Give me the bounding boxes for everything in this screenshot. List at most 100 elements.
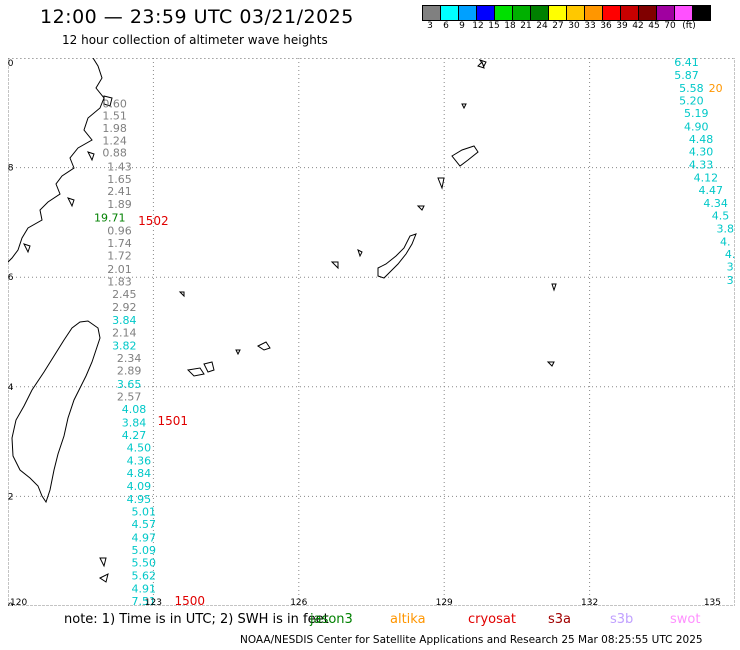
color-legend-labels: 3 6 9 12 15 18 21 24 27 30 33 36 39 42 45 70 (ft)	[422, 21, 700, 31]
miyako-coastline	[257, 341, 271, 351]
wave-height-point: 2.14	[112, 326, 137, 339]
wave-height-point: 5.50	[131, 557, 156, 570]
legend-swatch	[674, 5, 693, 21]
wave-height-point: 0.60	[102, 97, 127, 110]
wave-height-point: 3.8	[717, 222, 735, 235]
legend-swatch	[422, 5, 441, 21]
legend-swatch	[440, 5, 459, 21]
legend-swatch	[584, 5, 603, 21]
buoy-ids: 1502 1501 1500	[138, 214, 205, 606]
wave-height-point: 3	[727, 274, 734, 287]
legend-label: 21	[520, 21, 532, 31]
legend-swatch	[512, 5, 531, 21]
wave-height-point: 4.90	[684, 120, 709, 133]
wave-height-point: 3.84	[122, 416, 147, 429]
wave-height-point: 2.01	[107, 263, 132, 276]
legend-label: 36	[600, 21, 612, 31]
wave-height-point: 4.47	[699, 184, 724, 197]
wave-height-point: 4.57	[131, 518, 156, 531]
wave-height-point: 4.48	[689, 133, 714, 146]
legend-label: 42	[632, 21, 644, 31]
wave-height-point: 3	[727, 261, 734, 274]
legend-swatch	[530, 5, 549, 21]
legend-label: 70	[664, 21, 676, 31]
altimeter-tracks: 0.601.511.981.240.881.431.652.411.8919.7…	[94, 58, 735, 606]
satellite-swot-label: swot	[670, 612, 701, 627]
legend-label: 39	[616, 21, 628, 31]
satellite-cryosat-label: cryosat	[468, 612, 516, 627]
footer-note: note: 1) Time is in UTC; 2) SWH is in fe…	[64, 612, 329, 627]
okinawa-coastline	[377, 233, 417, 279]
wave-height-point: 4.36	[127, 455, 152, 468]
legend-swatch	[566, 5, 585, 21]
legend-swatch	[692, 5, 711, 21]
wave-height-point: 1.74	[107, 237, 132, 250]
wave-height-map: 0.601.511.981.240.881.431.652.411.8919.7…	[8, 58, 735, 606]
legend-label: 24	[536, 21, 548, 31]
legend-swatch	[548, 5, 567, 21]
legend-label: 15	[488, 21, 500, 31]
wave-height-point: 5.20	[679, 95, 704, 108]
wave-height-point: 1.24	[102, 135, 127, 148]
legend-unit: (ft)	[682, 21, 696, 31]
legend-swatch	[602, 5, 621, 21]
wave-height-point: 4.91	[131, 582, 156, 595]
legend-swatch	[494, 5, 513, 21]
buoy-id-label: 1502	[138, 214, 169, 228]
wave-height-point: 7.51	[131, 595, 156, 606]
longitude-tick-label: 129	[436, 598, 453, 606]
footer-credit: NOAA/NESDIS Center for Satellite Applica…	[240, 634, 703, 646]
wave-height-point: 3.84	[112, 314, 137, 327]
legend-swatch	[638, 5, 657, 21]
wave-height-point: 4.	[720, 235, 731, 248]
buoy-id-label: 1500	[174, 594, 205, 606]
wave-height-point: 5.87	[674, 69, 699, 82]
wave-height-point: 4.33	[689, 159, 714, 172]
legend-swatch	[458, 5, 477, 21]
wave-height-point: 1.43	[107, 160, 132, 173]
legend-label: 6	[443, 21, 449, 31]
wave-height-point: 5.09	[131, 544, 156, 557]
wave-height-point: 4.84	[127, 467, 152, 480]
wave-height-point: 3.82	[112, 340, 137, 353]
wave-height-point: 19.71	[94, 211, 126, 224]
wave-height-point: 1.65	[107, 173, 132, 186]
wave-height-point: 4.27	[122, 429, 147, 442]
wave-height-point: 4.12	[694, 171, 719, 184]
wave-height-point: 4.50	[127, 441, 152, 454]
axis-tick-labels: 120 123 126 129 132 135 20 22 24 26 28 30	[8, 59, 721, 606]
wave-height-point: 2.92	[112, 301, 137, 314]
legend-label: 3	[427, 21, 433, 31]
wave-height-point: 2.89	[117, 365, 142, 378]
longitude-tick-label: 126	[290, 598, 307, 606]
coastlines	[8, 58, 557, 583]
legend-label: 33	[584, 21, 596, 31]
longitude-tick-label: 120	[10, 598, 27, 606]
legend-swatch	[656, 5, 675, 21]
legend-swatch	[620, 5, 639, 21]
wave-height-point: 2.41	[107, 185, 132, 198]
wave-height-point: 0.88	[102, 147, 127, 160]
china-islands	[23, 95, 113, 254]
taiwan-coastline	[11, 320, 101, 504]
wave-height-point: 5.19	[684, 107, 709, 120]
map-subtitle: 12 hour collection of altimeter wave hei…	[62, 33, 328, 47]
legend-label: 45	[648, 21, 660, 31]
legend-swatch	[476, 5, 495, 21]
satellite-s3a-label: s3a	[548, 612, 572, 627]
wave-height-point: 1.51	[102, 109, 127, 122]
legend-label: 18	[504, 21, 516, 31]
wave-height-point: 1.72	[107, 250, 132, 263]
amami-coastline	[437, 145, 479, 190]
yakushima-coastline	[477, 59, 487, 69]
map-border	[8, 58, 735, 606]
small-islands	[99, 103, 557, 583]
longitude-tick-label: 123	[145, 598, 162, 606]
wave-height-point: 1.98	[102, 122, 127, 135]
buoy-id-label: 1501	[158, 414, 189, 428]
latitude-tick-label: 30	[8, 59, 14, 69]
wave-height-point: 0.96	[107, 224, 132, 237]
wave-height-point: 4.08	[122, 403, 147, 416]
longitude-tick-label: 135	[704, 598, 721, 606]
latitude-tick-label: 28	[8, 164, 14, 174]
